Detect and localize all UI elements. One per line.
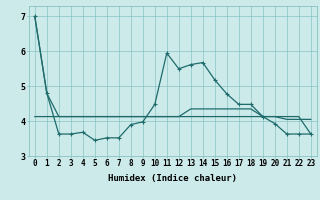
X-axis label: Humidex (Indice chaleur): Humidex (Indice chaleur) [108, 174, 237, 183]
